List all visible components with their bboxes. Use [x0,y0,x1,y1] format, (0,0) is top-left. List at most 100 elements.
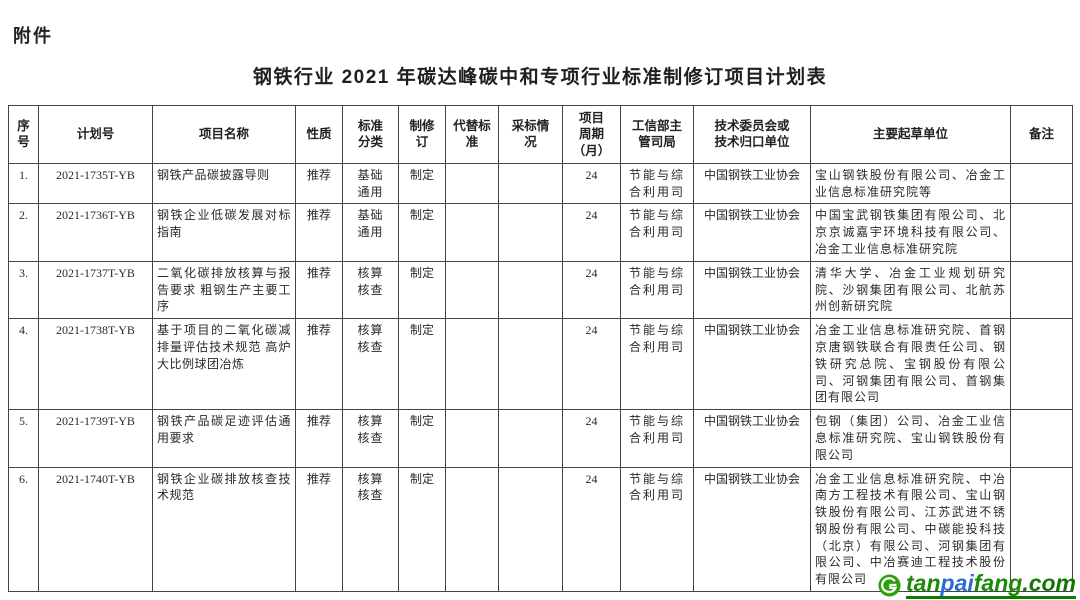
cell-remark [1010,162,1073,205]
cell-committee: 中国钢铁工业协会 [693,409,811,468]
cell-project-name: 钢铁产品碳足迹评估通用要求 [152,409,296,468]
cell-adoption [498,260,563,320]
cell-project-name: 基于项目的二氧化碳减排量评估技术规范 高炉大比例球团冶炼 [152,318,296,411]
cell-project-name: 二氧化碳排放核算与报告要求 粗钢生产主要工序 [152,260,296,320]
cell-nature: 推荐 [295,260,343,320]
cell-period: 24 [562,260,621,320]
cell-drafters: 冶金工业信息标准研究院、中冶南方工程技术有限公司、宝山钢铁股份有限公司、江苏武进… [810,466,1011,593]
cell-committee: 中国钢铁工业协会 [693,162,811,205]
header-remark: 备注 [1010,105,1073,164]
cell-committee: 中国钢铁工业协会 [693,260,811,320]
cell-replaced-standard [445,260,499,320]
cell-action: 制定 [398,318,446,411]
attachment-label: 附件 [13,26,53,46]
header-project-name: 项目名称 [152,105,296,164]
header-committee: 技术委员会或 技术归口单位 [693,105,811,164]
cell-nature: 推荐 [295,466,343,593]
cell-nature: 推荐 [295,162,343,205]
cell-committee: 中国钢铁工业协会 [693,203,811,262]
cell-replaced-standard [445,466,499,593]
cell-period: 24 [562,203,621,262]
cell-seq: 3. [8,260,39,320]
cell-nature: 推荐 [295,203,343,262]
cell-action: 制定 [398,466,446,593]
cell-category: 基础 通用 [342,162,399,205]
cell-drafters: 中国宝武钢铁集团有限公司、北京京诚嘉宇环境科技有限公司、冶金工业信息标准研究院 [810,203,1011,262]
cell-period: 24 [562,466,621,593]
cell-adoption [498,466,563,593]
cell-plan-no: 2021-1736T-YB [38,203,153,262]
cell-category: 核算 核查 [342,318,399,411]
cell-plan-no: 2021-1740T-YB [38,466,153,593]
cell-replaced-standard [445,203,499,262]
cell-remark [1010,318,1073,411]
watermark-part: fang [973,570,1023,596]
table-row: 5. 2021-1739T-YB 钢铁产品碳足迹评估通用要求 推荐 核算 核查 … [8,409,1073,468]
cell-replaced-standard [445,162,499,205]
cell-category: 核算 核查 [342,260,399,320]
cell-nature: 推荐 [295,318,343,411]
header-miit-dept: 工信部主 管司局 [620,105,694,164]
cell-committee: 中国钢铁工业协会 [693,318,811,411]
standards-plan-table: 序 号 计划号 项目名称 性质 标准 分类 制修 订 代替标 准 采标情 况 项… [8,105,1073,593]
watermark-part: tan [906,570,941,596]
header-period: 项目 周期 （月） [562,105,621,164]
cell-period: 24 [562,409,621,468]
cell-project-name: 钢铁企业低碳发展对标指南 [152,203,296,262]
watermark: tanpaifang.com [878,572,1076,599]
table-row: 1. 2021-1735T-YB 钢铁产品碳披露导则 推荐 基础 通用 制定 2… [8,162,1073,205]
cell-miit-dept: 节能与综 合利用司 [620,162,694,205]
header-adoption: 采标情 况 [498,105,563,164]
cell-plan-no: 2021-1737T-YB [38,260,153,320]
cell-action: 制定 [398,260,446,320]
page-title: 钢铁行业 2021 年碳达峰碳中和专项行业标准制修订项目计划表 [252,67,828,88]
cell-adoption [498,203,563,262]
cell-category: 核算 核查 [342,409,399,468]
cell-remark [1010,409,1073,468]
table-row: 2. 2021-1736T-YB 钢铁企业低碳发展对标指南 推荐 基础 通用 制… [8,203,1073,262]
cell-adoption [498,162,563,205]
cell-action: 制定 [398,409,446,468]
cell-category: 基础 通用 [342,203,399,262]
cell-replaced-standard [445,409,499,468]
cell-remark [1010,260,1073,320]
table-row: 6. 2021-1740T-YB 钢铁企业碳排放核查技术规范 推荐 核算 核查 … [8,466,1073,593]
cell-drafters: 包钢（集团）公司、冶金工业信息标准研究院、宝山钢铁股份有限公司 [810,409,1011,468]
cell-seq: 2. [8,203,39,262]
header-category: 标准 分类 [342,105,399,164]
header-plan-no: 计划号 [38,105,153,164]
cell-period: 24 [562,318,621,411]
table-row: 4. 2021-1738T-YB 基于项目的二氧化碳减排量评估技术规范 高炉大比… [8,318,1073,411]
header-seq: 序 号 [8,105,39,164]
cell-project-name: 钢铁产品碳披露导则 [152,162,296,205]
watermark-part: pai [940,570,974,596]
table-row: 3. 2021-1737T-YB 二氧化碳排放核算与报告要求 粗钢生产主要工序 … [8,260,1073,320]
cell-drafters: 宝山钢铁股份有限公司、冶金工业信息标准研究院等 [810,162,1011,205]
cell-miit-dept: 节能与综 合利用司 [620,466,694,593]
cell-committee: 中国钢铁工业协会 [693,466,811,593]
cell-seq: 5. [8,409,39,468]
cell-remark [1010,466,1073,593]
cell-action: 制定 [398,162,446,205]
header-drafters: 主要起草单位 [810,105,1011,164]
cell-plan-no: 2021-1735T-YB [38,162,153,205]
watermark-text: tanpaifang.com [906,572,1076,599]
cell-project-name: 钢铁企业碳排放核查技术规范 [152,466,296,593]
cell-plan-no: 2021-1739T-YB [38,409,153,468]
cell-action: 制定 [398,203,446,262]
cell-miit-dept: 节能与综 合利用司 [620,318,694,411]
cell-drafters: 冶金工业信息标准研究院、首钢京唐钢铁联合有限责任公司、钢铁研究总院、宝钢股份有限… [810,318,1011,411]
header-nature: 性质 [295,105,343,164]
cell-nature: 推荐 [295,409,343,468]
cell-adoption [498,318,563,411]
header-replaced-standard: 代替标 准 [445,105,499,164]
cell-miit-dept: 节能与综 合利用司 [620,203,694,262]
table-header-row: 序 号 计划号 项目名称 性质 标准 分类 制修 订 代替标 准 采标情 况 项… [8,105,1073,164]
cell-drafters: 清华大学、冶金工业规划研究院、沙钢集团有限公司、北航苏州创新研究院 [810,260,1011,320]
header-action: 制修 订 [398,105,446,164]
cell-replaced-standard [445,318,499,411]
cell-plan-no: 2021-1738T-YB [38,318,153,411]
cell-seq: 1. [8,162,39,205]
cell-seq: 4. [8,318,39,411]
